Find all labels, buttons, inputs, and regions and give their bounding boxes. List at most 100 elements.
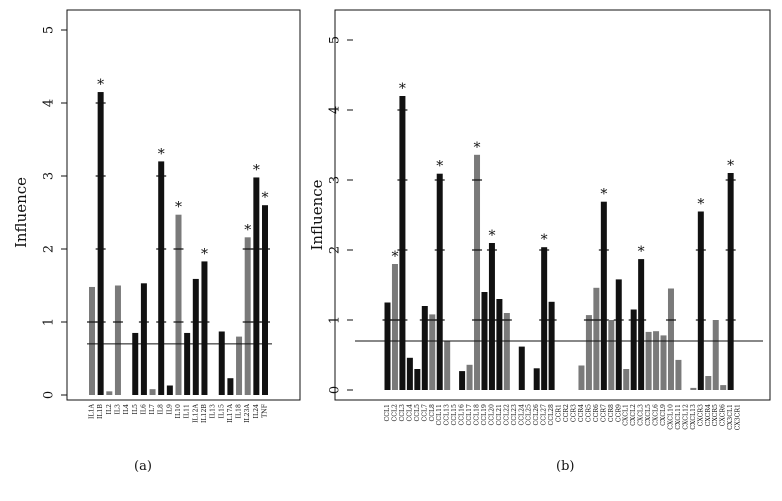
significance-star: * bbox=[175, 200, 182, 216]
bar bbox=[474, 154, 481, 390]
bar bbox=[518, 346, 525, 390]
x-tick-label: CCL16 bbox=[459, 404, 466, 426]
significance-star: * bbox=[244, 222, 251, 238]
x-tick-label: IL10 bbox=[175, 404, 182, 418]
significance-star: * bbox=[201, 246, 208, 262]
bar bbox=[578, 365, 585, 390]
x-tick-label: IL4 bbox=[123, 404, 130, 415]
bar bbox=[690, 387, 697, 390]
bar bbox=[106, 391, 113, 395]
bar bbox=[585, 315, 592, 390]
bar bbox=[244, 237, 251, 395]
x-tick-label: IL11 bbox=[184, 404, 191, 418]
bar bbox=[593, 287, 600, 390]
bar bbox=[253, 177, 260, 395]
y-tick-label: 3 bbox=[328, 176, 343, 184]
y-tick-label: 2 bbox=[42, 245, 57, 253]
x-tick-label: CCL1 bbox=[384, 404, 391, 422]
bar bbox=[608, 320, 615, 390]
x-tick-label: IL2 bbox=[106, 404, 113, 415]
y-tick-label: 5 bbox=[42, 26, 57, 34]
significance-star: * bbox=[638, 244, 645, 260]
bar bbox=[114, 285, 121, 395]
bar bbox=[436, 173, 443, 390]
bar bbox=[600, 201, 607, 390]
x-tick-label: IL17A bbox=[227, 403, 234, 422]
bar bbox=[660, 335, 667, 390]
bar bbox=[89, 286, 95, 395]
bar bbox=[533, 368, 540, 390]
bar bbox=[548, 301, 555, 390]
bar bbox=[132, 332, 139, 395]
x-tick-label: CCL3 bbox=[399, 404, 406, 422]
bar bbox=[384, 302, 391, 390]
bar bbox=[399, 96, 406, 390]
x-tick-label: IL7 bbox=[149, 404, 156, 415]
bar bbox=[705, 376, 712, 390]
bar bbox=[149, 389, 156, 395]
bar bbox=[201, 261, 208, 395]
x-tick-label: CX3CL1 bbox=[727, 404, 734, 430]
bar bbox=[262, 205, 268, 395]
x-tick-label: CCL21 bbox=[496, 404, 503, 426]
x-tick-label: CCL26 bbox=[533, 404, 540, 426]
significance-star: * bbox=[474, 140, 481, 156]
x-tick-label: CCL15 bbox=[451, 404, 458, 426]
bar bbox=[541, 247, 548, 390]
significance-star: * bbox=[488, 228, 495, 244]
x-tick-label: CCL11 bbox=[436, 404, 443, 426]
bar bbox=[466, 364, 473, 390]
bar bbox=[488, 243, 495, 390]
x-tick-label: IL5 bbox=[132, 404, 139, 415]
bar bbox=[391, 264, 398, 390]
significance-star: * bbox=[541, 232, 548, 248]
x-tick-label: CCR7 bbox=[600, 404, 607, 422]
x-tick-label: CXCR5 bbox=[712, 404, 719, 426]
x-tick-label: CXCL1 bbox=[623, 404, 630, 426]
x-tick-label: CCL24 bbox=[518, 404, 525, 426]
significance-star: * bbox=[253, 162, 260, 178]
y-tick-label: 5 bbox=[328, 36, 343, 44]
bar bbox=[727, 173, 734, 390]
x-tick-label: CXCL10 bbox=[667, 404, 674, 430]
x-tick-label: CXCL5 bbox=[645, 404, 652, 426]
x-tick-label: CCL7 bbox=[421, 404, 428, 422]
bar bbox=[184, 332, 191, 395]
x-tick-label: IL15 bbox=[218, 404, 225, 418]
x-tick-label: IL12B bbox=[201, 404, 208, 423]
x-tick-label: IL8 bbox=[158, 404, 165, 415]
x-tick-label: TNF bbox=[262, 403, 269, 418]
bar bbox=[496, 299, 503, 390]
x-tick-label: CCL18 bbox=[474, 404, 481, 426]
x-tick-label: CCL22 bbox=[503, 404, 510, 426]
bar bbox=[192, 278, 199, 395]
bar bbox=[459, 371, 466, 390]
x-tick-label: IL24 bbox=[253, 404, 260, 418]
plot-frame bbox=[334, 9, 771, 401]
bar bbox=[712, 320, 719, 390]
x-tick-label: CCL17 bbox=[466, 404, 473, 426]
x-tick-label: CCL19 bbox=[481, 404, 488, 426]
x-tick-label: IL12A bbox=[192, 403, 199, 422]
significance-star: * bbox=[727, 158, 734, 174]
bar bbox=[720, 385, 727, 390]
x-tick-label: CCR5 bbox=[585, 404, 592, 422]
x-tick-label: CCR6 bbox=[593, 404, 600, 422]
x-tick-label: CCL8 bbox=[429, 404, 436, 422]
y-axis-label: Influence bbox=[12, 177, 30, 248]
x-tick-label: CCL5 bbox=[414, 404, 421, 422]
x-tick-label: CXCL13 bbox=[690, 404, 697, 430]
x-tick-label: CXCL12 bbox=[682, 404, 689, 430]
x-tick-label: CCR9 bbox=[615, 404, 622, 422]
bar bbox=[615, 279, 622, 390]
x-tick-label: CCL2 bbox=[391, 404, 398, 422]
y-tick-label: 4 bbox=[328, 106, 343, 114]
panel-b-label: (b) bbox=[556, 459, 575, 474]
y-tick-label: 1 bbox=[328, 316, 343, 324]
significance-star: * bbox=[436, 159, 443, 175]
y-tick-label: 2 bbox=[328, 246, 343, 254]
bar bbox=[444, 341, 451, 390]
x-tick-label: IL9 bbox=[166, 404, 173, 415]
y-axis-label: Influence bbox=[308, 179, 326, 250]
y-tick-label: 4 bbox=[42, 99, 57, 107]
